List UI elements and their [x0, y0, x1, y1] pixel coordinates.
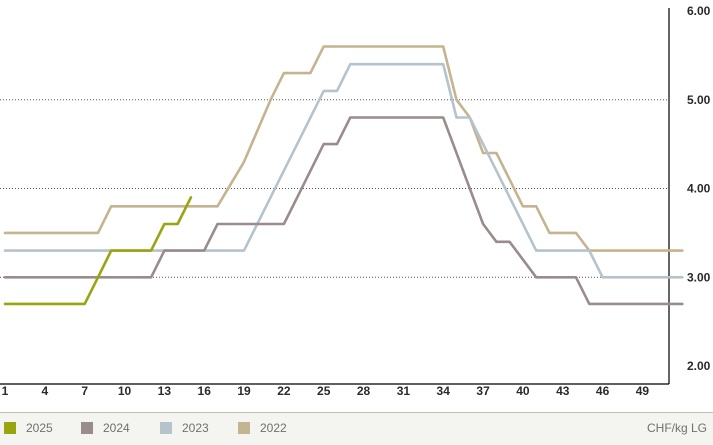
legend-swatch [4, 422, 16, 434]
x-tick-label: 4 [41, 384, 48, 398]
legend-swatch [238, 422, 250, 434]
x-tick-label: 16 [198, 384, 212, 398]
series-line-2024 [3, 116, 684, 306]
x-tick-label: 43 [556, 384, 570, 398]
x-tick-label: 28 [357, 384, 371, 398]
x-tick-label: 10 [118, 384, 132, 398]
x-tick-label: 34 [437, 384, 451, 398]
x-tick-label: 46 [596, 384, 610, 398]
legend-swatch [160, 422, 172, 434]
x-tick-labels: 1 4 7 10 13 16 19 22 25 28 31 34 37 40 43 46 49 [2, 384, 650, 398]
legend-label: 2025 [26, 421, 53, 435]
x-tick-label: 1 [2, 384, 9, 398]
y-tick-label: 3.00 [687, 270, 711, 284]
x-tick-label: 7 [81, 384, 88, 398]
series-line-2023 [3, 62, 684, 279]
y-tick-label: 2.00 [687, 359, 711, 373]
legend-item-2023: 2023 [160, 420, 209, 436]
y-tick-label: 5.00 [687, 93, 711, 107]
legend-swatch [81, 422, 93, 434]
legend-item-2024: 2024 [81, 420, 130, 436]
line-chart: 2.00 3.00 4.00 5.00 6.00 1 4 7 10 13 16 19 22 25 28 31… [0, 4, 711, 398]
x-tick-label: 13 [158, 384, 172, 398]
x-tick-label: 22 [277, 384, 291, 398]
series-line-2022 [3, 45, 684, 252]
x-tick-label: 19 [237, 384, 251, 398]
x-tick-label: 49 [636, 384, 650, 398]
x-tick-label: 31 [397, 384, 411, 398]
legend: 2025 2024 2023 2022 CHF/kg LG [0, 412, 713, 445]
x-tick-label: 25 [317, 384, 331, 398]
y-tick-label: 4.00 [687, 182, 711, 196]
legend-label: 2022 [260, 421, 287, 435]
y-tick-label: 6.00 [687, 4, 711, 18]
series-line-2025 [3, 196, 193, 306]
legend-label: 2024 [103, 421, 130, 435]
y-tick-labels: 2.00 3.00 4.00 5.00 6.00 [687, 4, 711, 373]
legend-item-2022: 2022 [238, 420, 287, 436]
series-lines [3, 45, 684, 306]
x-tick-label: 40 [516, 384, 530, 398]
legend-item-2025: 2025 [4, 420, 53, 436]
legend-label: 2023 [182, 421, 209, 435]
x-tick-label: 37 [476, 384, 490, 398]
unit-label: CHF/kg LG [646, 421, 707, 435]
